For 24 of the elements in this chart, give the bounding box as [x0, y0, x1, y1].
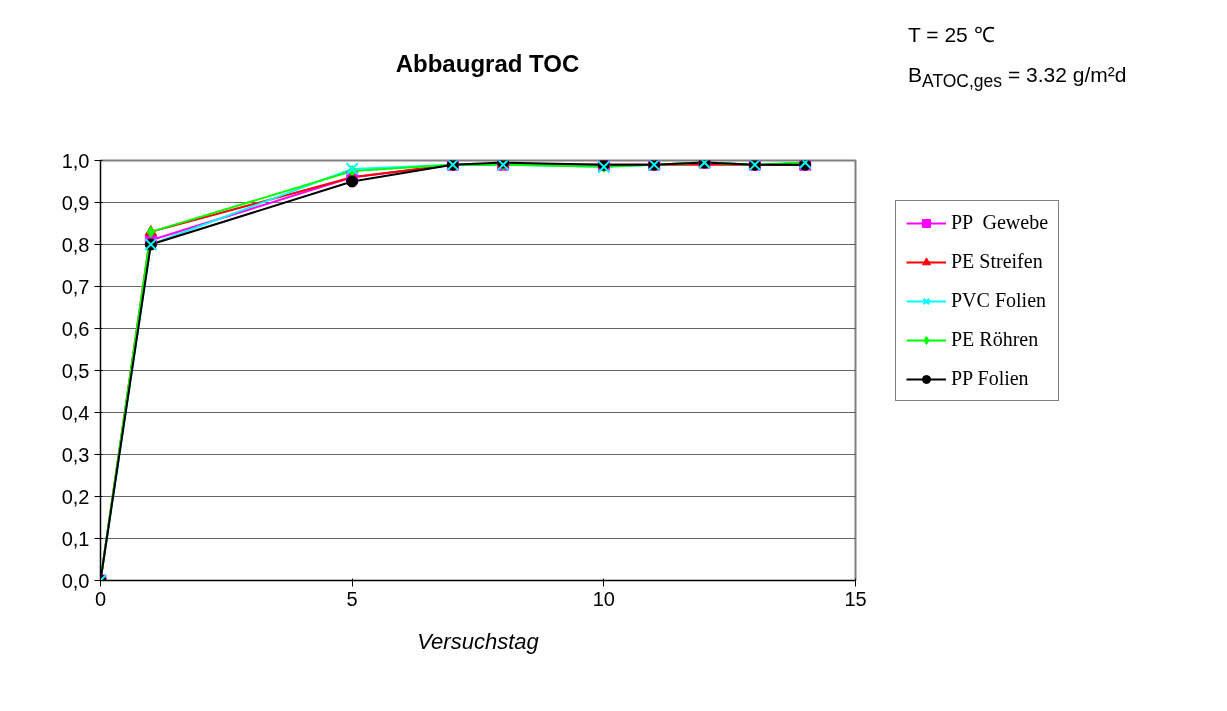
- x-tick-label: 0: [94, 587, 107, 610]
- y-tick-label: 0,1: [61, 527, 90, 550]
- y-tick-label: 0,5: [61, 359, 90, 382]
- y-tick-label: 0,9: [61, 191, 90, 214]
- x-tick-label: 10: [592, 587, 615, 610]
- y-tick-label: 0,3: [61, 443, 90, 466]
- y-tick-label: 0,0: [61, 569, 90, 592]
- legend-label: PP Gewebe: [951, 211, 1049, 234]
- x-tick-label: 15: [844, 587, 867, 610]
- y-tick-label: 0,8: [61, 233, 90, 256]
- y-tick-label: 1,0: [61, 149, 90, 172]
- y-tick-label: 0,4: [61, 401, 90, 424]
- legend-label: PE Streifen: [951, 250, 1043, 273]
- legend-label: PP Folien: [951, 367, 1029, 390]
- y-tick-label: 0,6: [61, 317, 90, 340]
- text: B$_{ATOC,ges}$ = 3.32 g/m²d: [908, 62, 1127, 92]
- chart-title: Abbaugrad TOC: [395, 50, 580, 77]
- text: T = 25 ℃: [908, 23, 995, 46]
- x-tick-label: 5: [346, 587, 358, 610]
- y-tick-label: 0,7: [61, 275, 90, 298]
- y-tick-label: 0,2: [61, 485, 90, 508]
- legend-label: PVC Folien: [951, 289, 1047, 312]
- legend-label: PE Röhren: [951, 328, 1039, 351]
- x-axis-title: Versuchstag: [417, 628, 540, 654]
